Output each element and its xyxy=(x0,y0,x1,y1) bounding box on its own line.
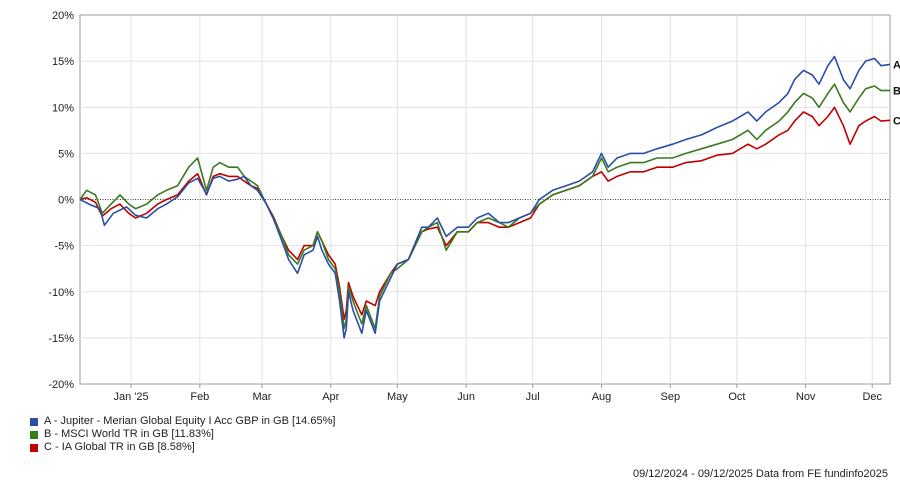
x-tick-label: Dec xyxy=(862,391,882,403)
y-tick-label: -5% xyxy=(54,241,74,253)
end-label-b: B xyxy=(893,85,900,97)
x-tick-label: Apr xyxy=(322,391,339,403)
y-tick-label: 5% xyxy=(58,148,74,160)
x-tick-label: Sep xyxy=(661,391,681,403)
legend-swatch-a xyxy=(30,417,38,426)
axes: 20% 15% 10% 5% 0% -5% -10% -15% -20% Jan '25 Feb Ma… xyxy=(48,10,882,403)
y-tick-label: -20% xyxy=(48,379,74,391)
x-tick-label: Aug xyxy=(592,391,612,403)
y-tick-label: 20% xyxy=(52,10,74,22)
legend-item-a[interactable]: A - Jupiter - Merian Global Equity I Acc… xyxy=(30,415,335,428)
legend-label-a: A - Jupiter - Merian Global Equity I Acc… xyxy=(44,415,336,427)
legend-label-c: C - IA Global TR in GB [8.58%] xyxy=(44,441,195,453)
y-tick-label: -15% xyxy=(48,333,74,345)
legend-item-b[interactable]: B - MSCI World TR in GB [11.83%] xyxy=(30,428,335,441)
x-tick-label: Feb xyxy=(190,391,209,403)
end-label-a: A xyxy=(893,59,900,71)
end-labels: C B A xyxy=(893,59,900,127)
legend: A - Jupiter - Merian Global Equity I Acc… xyxy=(30,415,335,454)
footer-source: 09/12/2024 - 09/12/2025 Data from FE fun… xyxy=(632,468,888,480)
y-tick-label: -10% xyxy=(48,287,74,299)
grid xyxy=(79,14,891,385)
series-line-b xyxy=(79,83,891,330)
series-line-c xyxy=(79,106,891,321)
performance-chart: 20% 15% 10% 5% 0% -5% -10% -15% -20% Jan '25 Feb Ma… xyxy=(48,10,900,403)
y-tick-label: 10% xyxy=(52,102,74,114)
x-tick-label: Jun xyxy=(457,391,475,403)
x-tick-label: Oct xyxy=(728,391,745,403)
series-line-a xyxy=(79,55,891,339)
legend-label-b: B - MSCI World TR in GB [11.83%] xyxy=(44,428,214,440)
y-tick-label: 15% xyxy=(52,56,74,68)
x-tick-label: Jan '25 xyxy=(113,391,148,403)
y-tick-label: 0% xyxy=(58,195,74,207)
legend-swatch-b xyxy=(30,430,38,439)
end-label-c: C xyxy=(893,115,900,127)
series-lines xyxy=(79,55,891,339)
legend-item-c[interactable]: C - IA Global TR in GB [8.58%] xyxy=(30,441,335,454)
x-tick-label: Mar xyxy=(252,391,271,403)
x-tick-label: Nov xyxy=(796,391,816,403)
x-tick-label: Jul xyxy=(526,391,540,403)
x-tick-label: May xyxy=(387,391,408,403)
legend-swatch-c xyxy=(30,443,38,452)
